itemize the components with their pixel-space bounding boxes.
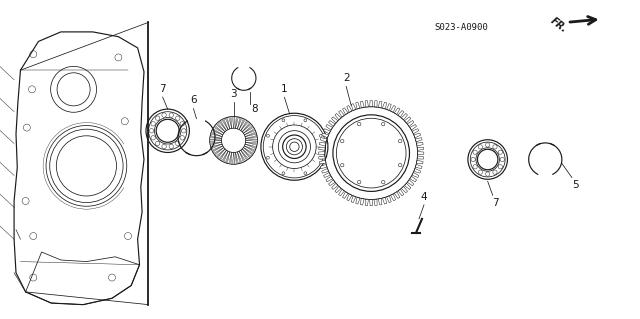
Polygon shape [322, 133, 328, 138]
Polygon shape [347, 106, 352, 112]
Polygon shape [356, 102, 360, 109]
Polygon shape [407, 180, 414, 186]
Polygon shape [383, 197, 387, 204]
Polygon shape [414, 168, 420, 173]
Polygon shape [319, 142, 326, 146]
Polygon shape [351, 196, 356, 203]
Polygon shape [326, 176, 333, 182]
Text: 1: 1 [281, 84, 288, 94]
Polygon shape [378, 101, 382, 108]
Polygon shape [404, 183, 411, 189]
Polygon shape [404, 117, 411, 123]
Polygon shape [417, 147, 424, 150]
Polygon shape [412, 129, 419, 134]
Polygon shape [326, 124, 333, 130]
Text: S023-A0900: S023-A0900 [434, 23, 488, 32]
Polygon shape [415, 164, 422, 168]
Text: 6: 6 [190, 95, 196, 105]
Text: 2: 2 [343, 73, 349, 84]
Polygon shape [332, 183, 338, 189]
Polygon shape [407, 121, 414, 126]
Polygon shape [328, 121, 335, 126]
Polygon shape [319, 160, 326, 164]
Polygon shape [394, 192, 400, 198]
Polygon shape [417, 156, 424, 159]
Polygon shape [320, 164, 327, 168]
Text: 7: 7 [159, 84, 166, 94]
Polygon shape [335, 186, 341, 193]
Polygon shape [410, 124, 417, 130]
Polygon shape [319, 147, 325, 150]
Text: 3: 3 [230, 89, 237, 100]
Polygon shape [370, 100, 372, 107]
Polygon shape [412, 172, 419, 178]
Polygon shape [387, 104, 391, 110]
Polygon shape [390, 106, 396, 112]
Polygon shape [324, 172, 330, 178]
Polygon shape [319, 156, 325, 159]
Polygon shape [398, 189, 404, 196]
Polygon shape [417, 152, 424, 155]
Polygon shape [398, 110, 404, 117]
Polygon shape [410, 176, 417, 182]
Polygon shape [360, 198, 364, 205]
Polygon shape [339, 189, 344, 196]
Polygon shape [417, 160, 423, 164]
Polygon shape [335, 114, 341, 120]
Polygon shape [417, 142, 423, 146]
Text: FR.: FR. [548, 16, 568, 35]
Text: 5: 5 [573, 181, 579, 190]
Polygon shape [365, 199, 369, 206]
Polygon shape [370, 199, 372, 206]
Polygon shape [339, 110, 344, 117]
Text: 4: 4 [420, 192, 428, 202]
Polygon shape [356, 197, 360, 204]
Polygon shape [374, 100, 377, 107]
Polygon shape [342, 192, 348, 198]
Polygon shape [374, 199, 377, 206]
Text: 8: 8 [252, 104, 258, 114]
Text: 7: 7 [492, 198, 499, 208]
Polygon shape [387, 196, 391, 203]
Polygon shape [322, 168, 328, 173]
Polygon shape [319, 152, 325, 155]
Polygon shape [332, 117, 338, 123]
Polygon shape [383, 102, 387, 109]
Polygon shape [378, 198, 382, 205]
Polygon shape [365, 100, 369, 107]
Polygon shape [351, 104, 356, 110]
Polygon shape [320, 138, 327, 142]
Polygon shape [401, 186, 408, 193]
Polygon shape [347, 194, 352, 201]
Polygon shape [360, 101, 364, 108]
Polygon shape [415, 138, 422, 142]
Polygon shape [401, 114, 408, 120]
Polygon shape [342, 108, 348, 115]
Polygon shape [414, 133, 420, 138]
Polygon shape [394, 108, 400, 115]
Polygon shape [328, 180, 335, 186]
Polygon shape [390, 194, 396, 201]
Polygon shape [324, 129, 330, 134]
